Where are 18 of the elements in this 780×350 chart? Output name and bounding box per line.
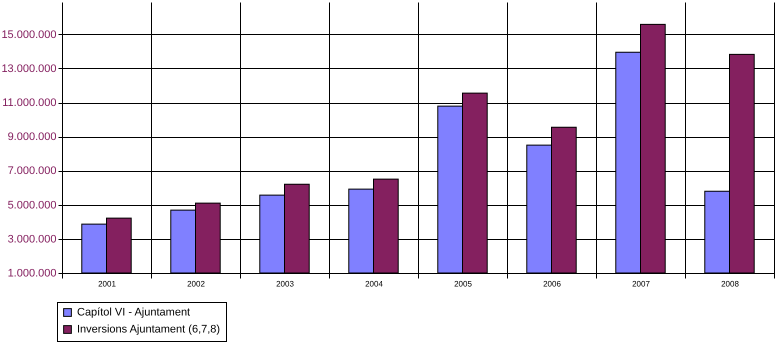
y-tick-label: 11.000.000 — [2, 97, 56, 110]
x-tick-label: 2004 — [365, 280, 384, 288]
y-tick-label: 1.000.000 — [8, 268, 56, 280]
x-tick-label: 2002 — [187, 280, 206, 288]
y-tick-label: 7.000.000 — [8, 165, 56, 178]
x-tick-label: 2007 — [632, 280, 650, 288]
y-tick-label: 9.000.000 — [8, 131, 56, 144]
y-tick-label: 5.000.000 — [8, 199, 56, 212]
x-tick-label: 2005 — [454, 280, 472, 288]
x-tick-label: 2001 — [98, 280, 116, 288]
x-tick-label: 2003 — [276, 280, 294, 288]
legend-label: Capítol VI - Ajuntament — [77, 306, 190, 318]
y-tick-label: 3.000.000 — [8, 233, 56, 246]
y-tick-label: 15.000.000 — [1, 28, 56, 41]
x-tick-label: 2006 — [543, 280, 562, 288]
legend-label: Inversions Ajuntament (6,7,8) — [77, 324, 220, 336]
x-tick-label: 2008 — [721, 280, 740, 288]
y-tick-label: 13.000.000 — [1, 62, 56, 75]
